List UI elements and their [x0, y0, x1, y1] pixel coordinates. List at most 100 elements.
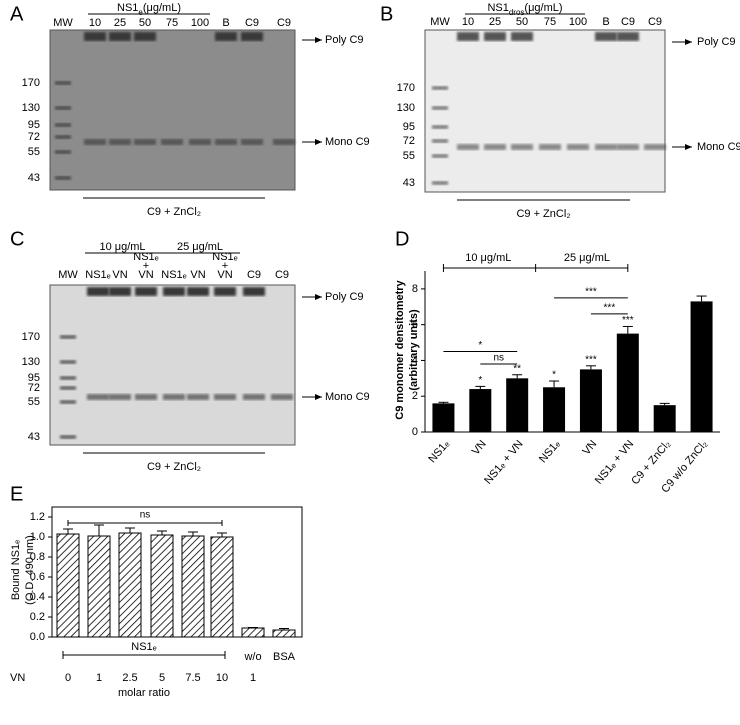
x-tick-label: 1: [96, 672, 102, 684]
ladder-band: [60, 386, 76, 390]
mono-band: [187, 394, 209, 400]
poly-band: [163, 287, 185, 296]
mono-band: [87, 394, 109, 400]
y-tick-label: 1.0: [30, 531, 45, 543]
mono-band: [109, 139, 131, 145]
mono-band: [539, 144, 561, 150]
lane-label: +: [143, 260, 149, 272]
bar: [616, 333, 639, 432]
x-tick-label: VN: [470, 438, 489, 457]
mono-band: [189, 139, 211, 145]
ladder-band: [432, 125, 448, 129]
mw-marker: 72: [28, 382, 40, 394]
ladder-band: [432, 106, 448, 110]
error-bar: [217, 532, 227, 537]
lane-label: 10: [462, 16, 474, 28]
mw-marker: 95: [28, 372, 40, 384]
mw-marker: 170: [22, 77, 40, 89]
comparison-label: ***: [604, 303, 616, 314]
lane-label: B: [602, 16, 609, 28]
label-part: 10 μg/mL: [99, 241, 145, 253]
ladder-band: [55, 176, 71, 180]
lane-label: C9: [245, 17, 259, 29]
bar: [150, 534, 174, 638]
significance-label: *: [552, 370, 556, 381]
ladder-band: [55, 81, 71, 85]
lane-label: 10: [89, 17, 101, 29]
mono-band: [215, 139, 237, 145]
lane-label: MW: [53, 17, 73, 29]
gel-image: [49, 284, 296, 446]
x-tick-label: 2.5: [122, 672, 137, 684]
condition-label: C9 + ZnCl₂: [147, 461, 201, 473]
band-label: Mono C9: [697, 141, 740, 153]
lane-label: NS1ₑ: [212, 251, 238, 263]
mono-band: [484, 144, 506, 150]
y-tick-label: 0.8: [30, 551, 45, 563]
y-tick-label: 0.2: [30, 611, 45, 623]
poly-band: [214, 287, 236, 296]
x-tick-label: NS1ₑ + VN: [482, 438, 525, 487]
lane-label: C9: [621, 16, 635, 28]
bar: [241, 627, 265, 638]
lane-label: VN: [112, 269, 127, 281]
lane-label: 75: [544, 16, 556, 28]
mono-band: [134, 139, 156, 145]
error-bar: [512, 374, 523, 379]
mono-band: [109, 394, 131, 400]
y-tick-label: 6: [412, 319, 418, 331]
x-tick-label: 1: [250, 672, 256, 684]
label-part: NS1: [117, 2, 138, 14]
band-label: Mono C9: [325, 136, 370, 148]
lane-group-label: NS1dros(μg/mL): [487, 2, 562, 17]
poly-band: [215, 32, 237, 41]
ladder-band: [432, 86, 448, 90]
label-part: e: [138, 8, 143, 17]
plot-frame: [51, 506, 303, 638]
poly-band: [484, 32, 506, 41]
lane-label: NS1ₑ: [161, 269, 187, 281]
panel-label: C: [10, 228, 24, 250]
poly-band: [84, 32, 106, 41]
mw-marker: 72: [28, 131, 40, 143]
error-bar: [248, 627, 258, 628]
x-tick-label: 0: [65, 672, 71, 684]
panel-label: E: [10, 483, 23, 505]
significance-label: ***: [585, 354, 597, 365]
poly-band: [109, 287, 131, 296]
poly-band: [243, 287, 265, 296]
comparison-label: ns: [493, 353, 504, 364]
lane-label: NS1ₑ: [85, 269, 111, 281]
lane-label: C9: [275, 269, 289, 281]
mw-marker: 43: [403, 177, 415, 189]
mw-marker: 55: [28, 146, 40, 158]
group-label: 25 μg/mL: [564, 252, 610, 264]
bar: [118, 532, 142, 638]
label-part: 25 μg/mL: [177, 241, 223, 253]
mono-band: [135, 394, 157, 400]
lane-label: B: [222, 17, 229, 29]
ladder-band: [60, 435, 76, 439]
bar: [56, 533, 80, 638]
group-label: 10 μg/mL: [465, 252, 511, 264]
lane-label: VN: [138, 269, 153, 281]
bar: [432, 403, 455, 432]
mono-band: [273, 139, 295, 145]
mw-marker: 43: [28, 431, 40, 443]
error-bar: [438, 401, 449, 404]
mono-band: [163, 394, 185, 400]
gel-image: [49, 29, 296, 191]
group-label: w/o: [243, 651, 261, 663]
x-tick-label: NS1ₑ: [537, 438, 563, 465]
y-tick-label: 0.4: [30, 591, 45, 603]
mw-marker: 55: [403, 150, 415, 162]
mw-marker: 95: [28, 119, 40, 131]
lane-label: NS1ₑ: [133, 251, 159, 263]
band-label: Poly C9: [325, 291, 364, 303]
mw-marker: 170: [22, 331, 40, 343]
poly-band: [617, 32, 639, 41]
lane-label: C9: [277, 17, 291, 29]
panel-label: D: [395, 228, 409, 250]
mono-band: [644, 144, 666, 150]
